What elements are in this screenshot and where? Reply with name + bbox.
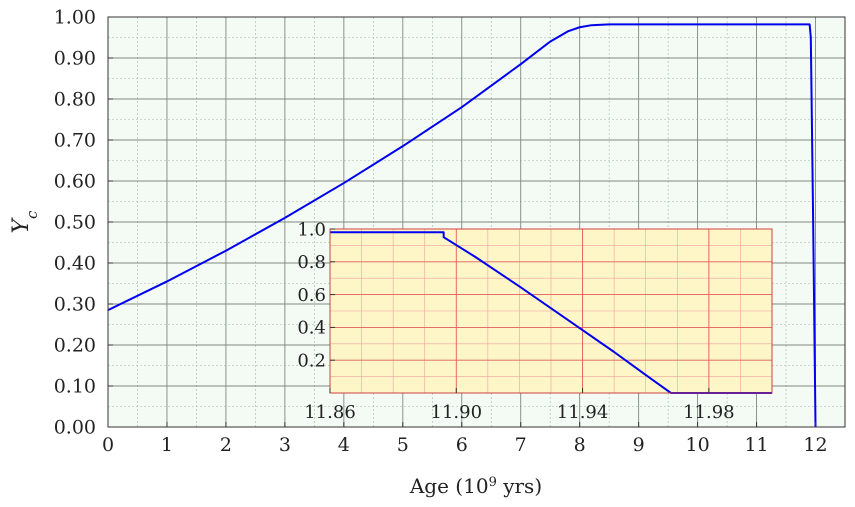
x-tick-label: 2 [220, 434, 232, 456]
x-tick-label: 9 [633, 434, 645, 456]
y-tick-label: 0.6 [297, 285, 326, 306]
x-tick-label: 1 [161, 434, 173, 456]
y-tick-label: 0.00 [54, 417, 96, 439]
y-tick-label: 0.2 [297, 351, 326, 372]
x-tick-label: 6 [456, 434, 468, 456]
y-axis-label: Yc [9, 210, 41, 234]
y-tick-label: 0.20 [54, 335, 96, 357]
y-tick-label: 0.8 [297, 252, 326, 273]
inset-y-axis-ticks: 0.2 0.4 0.6 0.8 1.0 [297, 219, 335, 372]
y-tick-label: 0.90 [54, 48, 96, 70]
x-axis-label: Age (109 yrs) [409, 474, 542, 498]
x-tick-label: 11.98 [683, 402, 735, 423]
inset-series-layer [330, 231, 772, 394]
inset-plot: 11.86 11.90 11.94 11.98 0.2 0.4 0.6 0.8 1.0 [297, 219, 773, 423]
series-line-0 [107, 23, 817, 428]
series-line-0 [330, 231, 772, 394]
x-tick-label: 8 [574, 434, 586, 456]
x-tick-label: 3 [279, 434, 291, 456]
x-tick-label: 12 [803, 434, 827, 456]
y-axis-ticks: 0.00 0.10 0.20 0.30 0.40 0.50 0.60 0.70 0.80 0.90… [54, 7, 113, 439]
x-tick-label: 11.90 [431, 402, 483, 423]
y-tick-label: 0.80 [54, 89, 96, 111]
inset-frame [329, 228, 773, 394]
inset-x-axis-ticks: 11.86 11.90 11.94 11.98 [304, 388, 735, 423]
x-tick-label: 7 [515, 434, 527, 456]
y-tick-label: 0.50 [54, 212, 96, 234]
x-tick-label: 11.94 [557, 402, 609, 423]
x-tick-label: 11 [744, 434, 768, 456]
x-tick-label: 4 [338, 434, 350, 456]
y-tick-label: 1.0 [297, 219, 326, 240]
x-axis-ticks: 0 1 2 3 4 5 6 7 8 9 10 11 12 [102, 422, 828, 456]
y-tick-label: 0.70 [54, 130, 96, 152]
x-tick-label: 11.86 [304, 402, 356, 423]
x-tick-label: 0 [102, 434, 114, 456]
y-tick-label: 0.40 [54, 253, 96, 275]
y-tick-label: 0.30 [54, 294, 96, 316]
y-tick-label: 1.00 [54, 7, 96, 29]
y-tick-label: 0.4 [297, 318, 326, 339]
x-tick-label: 10 [686, 434, 710, 456]
x-tick-label: 5 [397, 434, 409, 456]
series-layer [107, 23, 817, 428]
y-tick-label: 0.10 [54, 376, 96, 398]
y-tick-label: 0.60 [54, 171, 96, 193]
